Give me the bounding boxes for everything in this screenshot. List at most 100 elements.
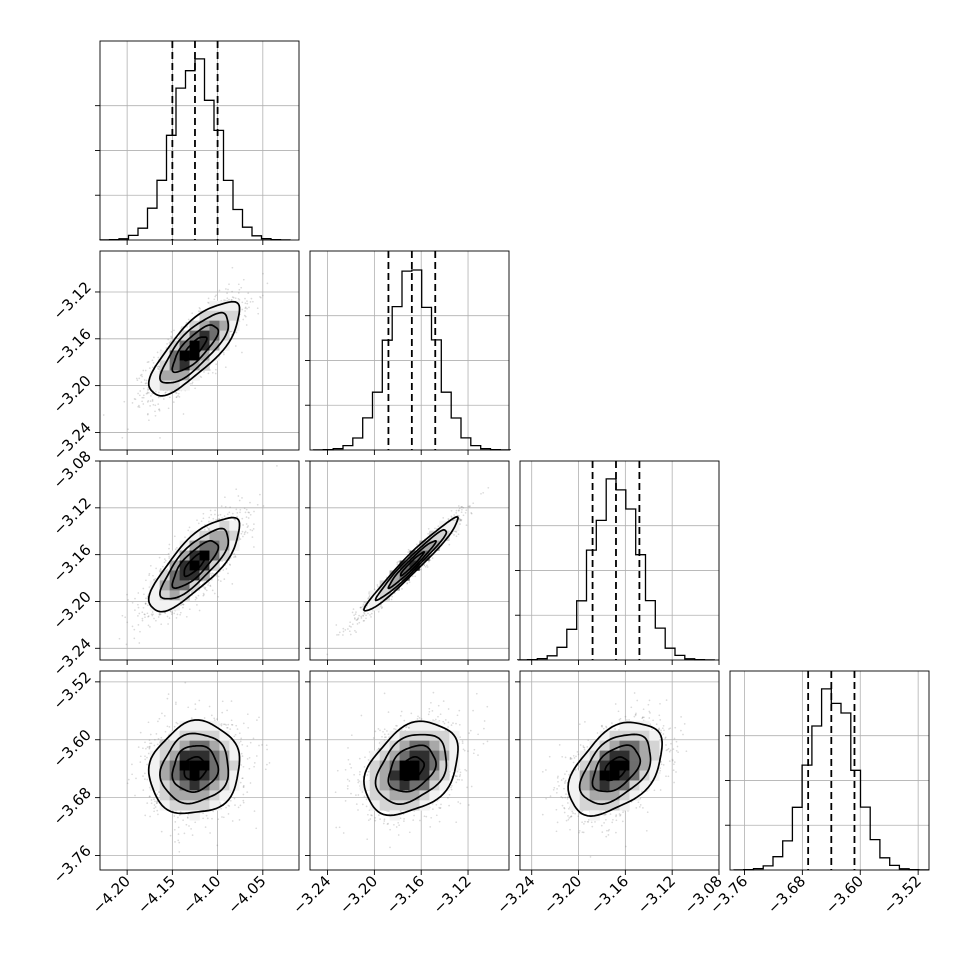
scatter-point	[248, 306, 250, 309]
scatter-point	[158, 613, 161, 616]
scatter-point	[246, 302, 249, 305]
density-cell	[199, 340, 210, 351]
scatter-point	[184, 536, 186, 539]
density-cell	[169, 350, 180, 361]
density-cell	[169, 580, 180, 591]
scatter-point	[233, 518, 235, 521]
scatter-point	[207, 527, 210, 530]
scatter-point	[211, 371, 214, 374]
scatter-point	[215, 294, 217, 297]
density-panel	[100, 251, 299, 450]
scatter-point	[158, 409, 161, 412]
scatter-point	[209, 585, 212, 587]
scatter-point	[168, 547, 170, 550]
scatter-point	[207, 584, 209, 586]
scatter-point	[251, 536, 254, 538]
scatter-point	[149, 400, 152, 402]
scatter-point	[173, 535, 176, 538]
scatter-point	[166, 568, 169, 571]
scatter-point	[168, 555, 171, 558]
scatter-point	[141, 400, 143, 403]
scatter-point	[244, 306, 247, 309]
scatter-point	[235, 331, 238, 334]
scatter-point	[174, 548, 177, 551]
scatter-point	[185, 321, 188, 324]
scatter-point	[206, 526, 209, 529]
scatter-point	[152, 362, 155, 364]
scatter-point	[390, 598, 393, 601]
scatter-point	[455, 535, 458, 538]
scatter-point	[420, 568, 422, 571]
scatter-point	[146, 361, 149, 364]
scatter-point	[176, 546, 178, 549]
scatter-point	[230, 299, 233, 301]
scatter-point	[219, 513, 222, 516]
scatter-point	[252, 300, 254, 303]
scatter-point	[146, 401, 149, 403]
scatter-point	[326, 653, 329, 656]
scatter-point	[164, 611, 167, 614]
scatter-point	[181, 603, 184, 606]
scatter-point	[158, 556, 161, 559]
scatter-point	[407, 548, 410, 551]
scatter-point	[459, 523, 461, 525]
scatter-point	[351, 611, 354, 614]
scatter-point	[153, 578, 155, 581]
scatter-point	[460, 519, 462, 522]
scatter-point	[363, 619, 366, 622]
scatter-point	[134, 398, 137, 401]
scatter-point	[447, 517, 450, 520]
scatter-point	[138, 612, 141, 615]
scatter-point	[164, 392, 167, 394]
density-panel	[100, 461, 299, 660]
scatter-point	[373, 588, 376, 591]
scatter-point	[157, 616, 160, 618]
scatter-point	[202, 585, 205, 588]
scatter-point	[154, 414, 157, 417]
scatter-point	[239, 508, 242, 511]
scatter-point	[457, 533, 460, 536]
scatter-point	[194, 387, 196, 390]
density-cell	[209, 340, 220, 351]
density-cell	[219, 300, 230, 311]
scatter-point	[144, 613, 146, 616]
scatter-point	[197, 522, 200, 525]
scatter-point	[462, 506, 465, 509]
scatter-point	[142, 606, 145, 609]
scatter-point	[252, 528, 255, 530]
density-cell	[219, 320, 230, 331]
density-cell	[219, 530, 230, 541]
scatter-point	[355, 631, 357, 633]
scatter-point	[377, 610, 380, 613]
scatter-point	[207, 297, 210, 300]
scatter-point	[229, 506, 231, 509]
scatter-point	[243, 531, 246, 534]
scatter-point	[208, 582, 210, 584]
scatter-point	[363, 612, 366, 615]
scatter-point	[223, 578, 226, 580]
density-cell	[179, 330, 190, 341]
scatter-point	[190, 591, 193, 593]
scatter-point	[416, 543, 418, 546]
scatter-point	[191, 382, 193, 385]
scatter-point	[231, 583, 234, 585]
scatter-point	[155, 567, 157, 570]
scatter-point	[173, 329, 175, 332]
scatter-point	[210, 574, 213, 577]
scatter-point	[228, 511, 231, 514]
scatter-point	[337, 633, 340, 636]
scatter-point	[168, 396, 171, 399]
scatter-point	[158, 391, 160, 394]
scatter-point	[165, 391, 167, 393]
scatter-point	[168, 543, 171, 546]
scatter-point	[207, 302, 210, 304]
scatter-point	[245, 516, 248, 518]
scatter-point	[167, 623, 169, 625]
density-cell	[149, 370, 160, 381]
scatter-point	[142, 394, 145, 397]
scatter-point	[243, 314, 246, 317]
scatter-point	[480, 492, 482, 495]
scatter-point	[237, 292, 240, 294]
scatter-point	[186, 326, 188, 328]
scatter-point	[223, 353, 225, 356]
